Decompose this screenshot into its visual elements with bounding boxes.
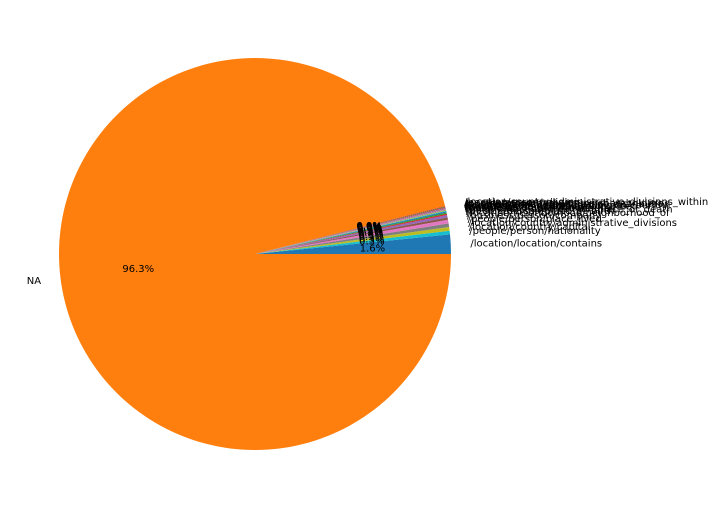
pie-percent-label: 0.0%: [357, 223, 382, 234]
pie-percent-label: 0.0%: [357, 222, 382, 233]
pie-slice: [255, 227, 450, 254]
pie-slice: [255, 209, 447, 254]
pie-category-label: /location/country/administrative_divisio…: [468, 218, 677, 229]
pie-slice: [255, 212, 447, 254]
pie-slice: [255, 234, 451, 254]
pie-slice: [59, 58, 452, 451]
pie-slice: [255, 207, 446, 254]
pie-category-label: /people/person/children: [465, 202, 583, 213]
pie-slice: [255, 208, 446, 254]
pie-slice: [255, 230, 451, 254]
pie-slice: [255, 210, 447, 254]
pie-category-label: /location/country/administrative_divisio…: [464, 197, 708, 208]
pie-category-label: /location/country/capital: [469, 222, 591, 233]
pie-percent-label: 0.3%: [358, 230, 383, 241]
pie-slice: [255, 211, 447, 254]
pie-category-label: /people/person/nationality: [469, 226, 601, 237]
pie-percent-label: 0.3%: [359, 237, 384, 248]
pie-category-label: /people/ethnicity/geographic_distributio…: [465, 199, 671, 210]
pie-slice: [255, 217, 448, 254]
pie-percent-label: 0.1%: [357, 224, 382, 235]
pie-category-label: /location/location/contains: [470, 239, 602, 250]
pie-slice: [255, 213, 448, 254]
pie-slice: [255, 207, 446, 254]
pie-percent-label: 0.0%: [357, 223, 382, 234]
pie-category-labels: /location/location/contains/people/perso…: [27, 197, 708, 287]
pie-percent-label: 0.0%: [356, 221, 381, 232]
pie-category-label: NA: [27, 276, 41, 287]
pie-percent-label: 0.2%: [358, 228, 383, 239]
pie-slice: [255, 219, 449, 254]
pie-percent-labels: 1.6%0.3%0.3%0.3%0.3%0.2%0.2%0.1%0.1%0.1%…: [122, 221, 385, 275]
pie-slice: [255, 223, 450, 254]
pie-category-label: /business/company/founders: [466, 203, 610, 214]
pie-percent-label: 0.0%: [357, 222, 382, 233]
pie-category-label: /people/person/place_lived: [468, 214, 602, 225]
pie-percent-label: 0.1%: [357, 225, 382, 236]
pie-percent-label: 0.1%: [357, 226, 382, 237]
pie-slice: [255, 210, 447, 254]
pie-percent-label: 0.0%: [357, 222, 382, 233]
pie-category-label: /business/company/major_shareholders: [464, 198, 662, 209]
pie-percent-label: 0.3%: [359, 232, 384, 243]
pie-percent-label: 0.2%: [358, 227, 383, 238]
pie-percent-label: 0.0%: [357, 223, 382, 234]
pie-percent-label: 0.0%: [356, 221, 381, 232]
pie-slice: [255, 206, 446, 254]
pie-percent-label: 0.3%: [359, 234, 384, 245]
pie-slice: [255, 205, 446, 254]
pie-percent-label: 0.0%: [357, 224, 382, 235]
pie-category-label: /people/person/place_of_birth: [466, 206, 614, 217]
pie-percent-label: 96.3%: [122, 264, 154, 275]
pie-category-label: /business/person/company: [467, 211, 601, 222]
pie-category-label: /location/neighborhood/neighborhood_of: [467, 208, 670, 219]
pie-category-label: /people/deceased_person/place_of_death: [466, 205, 673, 216]
pie-category-label: /sports/sports_team/location: [465, 201, 608, 212]
pie-percent-label: 1.6%: [360, 244, 385, 255]
pie-slices: [59, 58, 452, 451]
pie-slice: [255, 214, 448, 254]
pie-category-label: /people/person/religion: [464, 198, 579, 209]
pie-slice: [255, 208, 446, 254]
pie-category-label: /location/administrative_division/countr…: [465, 200, 669, 211]
pie-category-label: /people/person/ethnicity: [465, 200, 587, 211]
pie-category-label: /business/company/place_founded: [465, 202, 638, 213]
